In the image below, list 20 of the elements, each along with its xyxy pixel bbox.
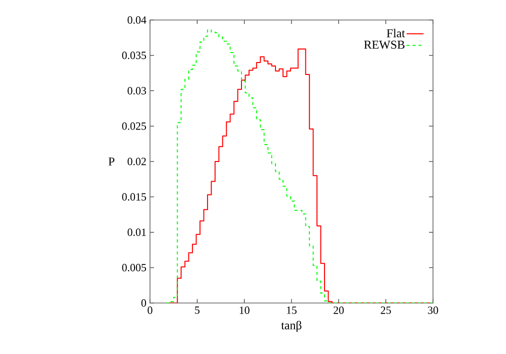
x-tick-label: 15 [286,306,297,314]
y-tick-label: 0.04 [128,16,146,24]
y-tick-label: 0.035 [122,52,146,60]
x-tick-label: 0 [148,306,152,314]
legend-label: REWSB [364,40,404,49]
x-tick-label: 30 [428,306,438,314]
y-axis-title: P [108,158,114,166]
legend-label: Flat [386,28,405,38]
y-tick-label: 0.01 [128,228,146,236]
x-tick-label: 10 [240,306,250,314]
y-tick-label: 0.02 [128,158,146,166]
x-tick-label: 20 [334,306,344,314]
y-tick-label: 0 [141,299,146,307]
y-tick-label: 0.005 [122,264,146,272]
y-tick-label: 0.015 [122,193,146,201]
y-tick-label: 0.025 [122,122,146,130]
x-axis-title: tanβ [281,320,302,332]
x-tick-label: 5 [195,306,200,314]
y-tick-label: 0.03 [128,87,146,94]
x-tick-label: 25 [380,306,391,314]
